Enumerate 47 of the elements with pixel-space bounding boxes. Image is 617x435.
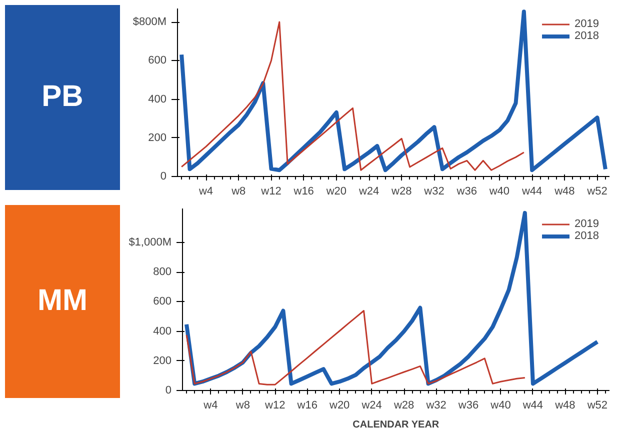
x-axis-title: CALENDAR YEAR <box>352 420 440 430</box>
x-tick-label: w28 <box>390 186 412 198</box>
y-tick-label: $800M <box>132 16 167 28</box>
y-tick-label: 800 <box>153 266 172 278</box>
y-tick-label: 200 <box>153 354 172 367</box>
x-tick-label: w16 <box>292 186 314 198</box>
x-tick-label: w8 <box>230 186 246 198</box>
x-tick-label: w40 <box>490 400 511 412</box>
legend-label: 2019 <box>574 18 599 30</box>
legend-label: 2019 <box>574 218 599 230</box>
x-tick-label: w8 <box>234 400 250 412</box>
x-tick-label: w52 <box>586 400 608 412</box>
x-tick-label: w24 <box>360 400 382 412</box>
x-tick-label: w16 <box>296 400 318 412</box>
x-tick-label: w44 <box>522 400 544 412</box>
y-tick-label: 600 <box>148 54 167 67</box>
x-tick-label: w4 <box>198 186 214 198</box>
line-series <box>180 10 608 172</box>
x-tick-label: w32 <box>425 400 446 412</box>
text: PB <box>42 79 84 116</box>
x-tick-label: w12 <box>260 186 282 198</box>
x-tick-label: w4 <box>202 400 218 412</box>
legend-label: 2018 <box>574 30 599 42</box>
y-tick-label: $1,000M <box>128 236 172 249</box>
y-tick-label: 400 <box>153 325 172 338</box>
x-tick-label: w32 <box>423 186 444 198</box>
x-tick-label: w52 <box>586 186 608 198</box>
x-tick-label: w20 <box>325 186 347 198</box>
x-tick-label: w36 <box>457 400 479 412</box>
x-tick-label: w24 <box>358 186 380 198</box>
y-tick-label: 0 <box>160 170 167 182</box>
y-tick-label: 600 <box>153 296 172 308</box>
x-tick-label: w36 <box>456 186 477 198</box>
x-tick-label: w48 <box>554 186 575 198</box>
legend-label: 2018 <box>574 230 599 242</box>
line-series <box>186 310 526 386</box>
y-tick-label: 200 <box>148 132 167 144</box>
x-tick-label: w12 <box>264 400 286 412</box>
y-tick-label: 400 <box>148 93 167 106</box>
x-tick-label: w20 <box>328 400 350 412</box>
x-tick-label: w48 <box>554 400 576 412</box>
x-tick-label: w44 <box>520 186 542 198</box>
line-series <box>180 21 525 171</box>
x-tick-label: w28 <box>392 400 414 412</box>
text: MM <box>38 283 88 320</box>
y-tick-label: 0 <box>165 384 172 396</box>
x-tick-label: w40 <box>488 186 510 198</box>
